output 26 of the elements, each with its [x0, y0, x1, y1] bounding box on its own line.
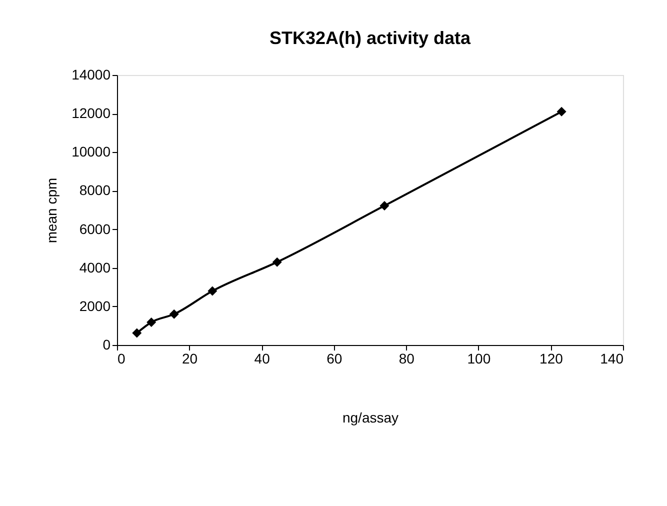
x-tick-label: 100	[467, 350, 491, 366]
point	[556, 106, 566, 116]
y-tick-label: 14000	[72, 66, 111, 82]
point	[169, 309, 179, 319]
y-axis-title: mean cpm	[44, 178, 60, 244]
x-tick-label: 140	[600, 350, 624, 366]
x-tick-label: 120	[540, 350, 564, 366]
y-tick-label: 4000	[79, 259, 111, 276]
x-axis-title: ng/assay	[342, 410, 399, 426]
y-tick-label: 12000	[72, 105, 111, 122]
y-tick-label: 2000	[79, 298, 111, 314]
y-tick-label: 8000	[79, 182, 111, 198]
point	[272, 257, 282, 267]
y-tick-label: 10000	[72, 144, 111, 160]
y-tick-label: 0	[102, 336, 111, 352]
y-tick-label: 6000	[79, 220, 111, 237]
x-tick-label: 0	[118, 350, 126, 366]
x-tick-label: 20	[182, 350, 198, 366]
point	[146, 318, 156, 327]
x-tick-label: 60	[326, 350, 342, 366]
point	[132, 328, 142, 338]
x-tick-label: 40	[254, 350, 270, 366]
point	[208, 286, 218, 296]
point	[380, 201, 390, 210]
chart-title: STK32A(h) activity data	[269, 28, 472, 48]
x-tick-label: 80	[398, 350, 415, 366]
